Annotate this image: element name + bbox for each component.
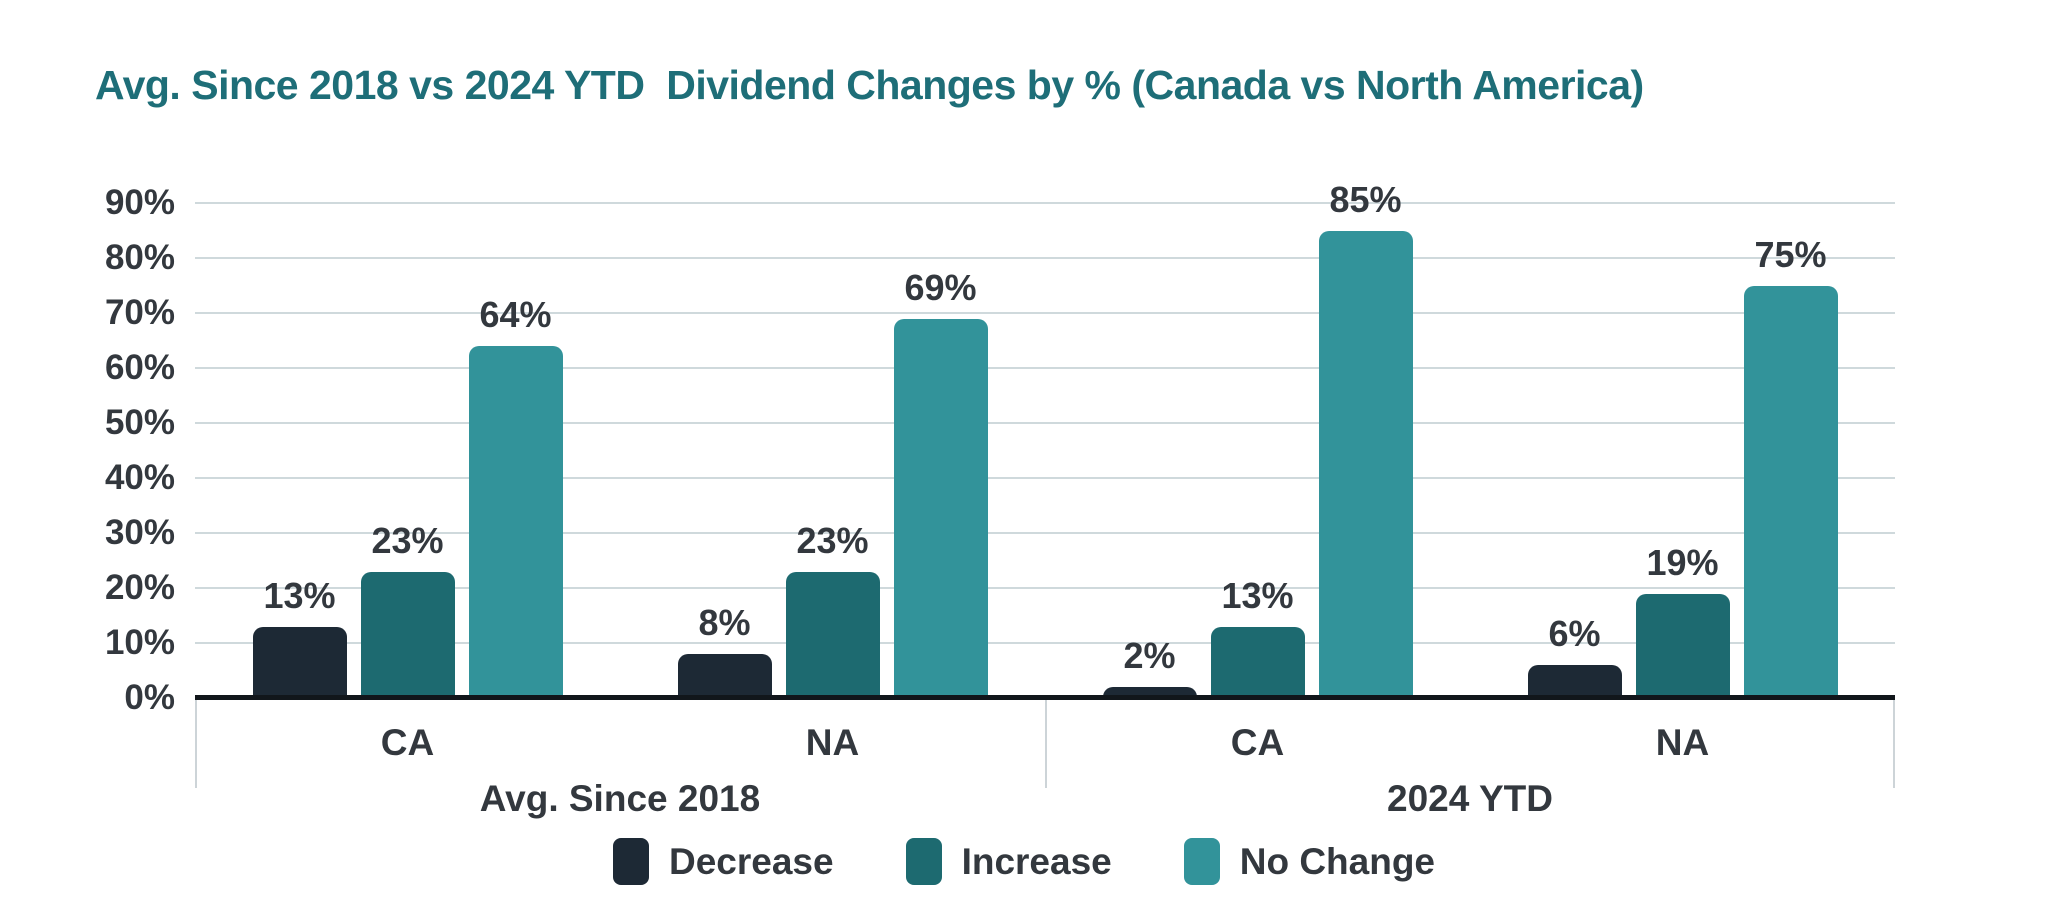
y-tick-label-80: 80% <box>104 238 175 277</box>
category-label-avg-since-2018-na: NA <box>805 722 860 763</box>
bar-decrease-ca-avg-since-2018 <box>252 626 347 698</box>
bar-wrap: 64% <box>468 203 563 698</box>
bar-value-label: 64% <box>479 294 552 335</box>
plot-area: 13% 23% 64% 8% 23% 69% 2% 13% 85% 6% 19% 75% <box>195 179 1895 700</box>
gridline-40 <box>195 477 1895 479</box>
axis-separator-2 <box>1893 700 1895 788</box>
group-axis: Avg. Since 2018 2024 YTD <box>195 778 1895 820</box>
y-tick-label-50: 50% <box>104 403 175 442</box>
axis-separator-1 <box>1045 700 1047 788</box>
bar-no-change-ca-2024-ytd <box>1318 230 1413 698</box>
legend-label-no-change: No Change <box>1239 840 1436 882</box>
gridline-60 <box>195 367 1895 369</box>
bar-value-label: 8% <box>698 602 751 643</box>
bar-decrease-ca-2024-ytd <box>1102 687 1197 698</box>
gridline-10 <box>195 642 1895 644</box>
cluster-2024-ytd-na: 6% 19% 75% <box>1470 203 1895 698</box>
y-tick-label-60: 60% <box>104 348 175 387</box>
y-tick-label-10: 10% <box>104 623 175 662</box>
y-tick-label-40: 40% <box>104 458 175 497</box>
y-tick-label-70: 70% <box>104 293 175 332</box>
bar-increase-na-avg-since-2018 <box>785 571 880 698</box>
bar-value-label: 6% <box>1548 613 1601 655</box>
bar-wrap: 23% <box>785 203 880 698</box>
gridline-50 <box>195 422 1895 424</box>
cluster-2024-ytd-ca: 2% 13% 85% <box>1045 179 1470 698</box>
gridline-30 <box>195 532 1895 534</box>
legend-swatch-no-change <box>1183 838 1220 885</box>
bar-group-2024-ytd: 2% 13% 85% 6% 19% 75% <box>1045 179 1895 698</box>
bar-wrap: 23% <box>360 203 455 698</box>
category-axis: CA NA CA NA <box>195 722 1895 764</box>
category-label-2024-ytd-na: NA <box>1655 722 1710 763</box>
y-tick-label-20: 20% <box>104 568 175 607</box>
legend: Decrease Increase No Change <box>0 838 2048 885</box>
legend-label-decrease: Decrease <box>668 840 834 882</box>
bar-no-change-na-avg-since-2018 <box>893 318 988 698</box>
x-axis-baseline <box>195 695 1895 700</box>
legend-item-increase: Increase <box>905 838 1112 885</box>
bar-value-label: 23% <box>796 519 869 561</box>
bar-value-label: 23% <box>371 519 444 561</box>
legend-swatch-decrease <box>612 838 649 885</box>
legend-swatch-increase <box>905 838 942 885</box>
bar-wrap: 13% <box>1210 203 1305 698</box>
bar-value-label: 2% <box>1123 635 1176 676</box>
axis-separator-0 <box>195 700 197 788</box>
legend-label-increase: Increase <box>961 840 1112 882</box>
bar-value-label: 19% <box>1646 541 1719 583</box>
y-tick-label-0: 0% <box>124 678 175 717</box>
bar-wrap: 13% <box>252 203 347 698</box>
bar-decrease-na-2024-ytd <box>1527 665 1622 698</box>
bars-layer: 13% 23% 64% 8% 23% 69% 2% 13% 85% 6% 19% 75% <box>195 179 1895 698</box>
category-group-2024-ytd: CA NA <box>1045 722 1895 764</box>
bar-value-label: 85% <box>1329 178 1402 220</box>
y-tick-label-30: 30% <box>104 513 175 552</box>
bar-wrap: 75% <box>1743 203 1838 698</box>
legend-item-no-change: No Change <box>1183 838 1436 885</box>
category-label-2024-ytd-ca: CA <box>1230 722 1285 763</box>
bar-wrap: 85% <box>1318 179 1413 698</box>
bar-value-label: 13% <box>1221 574 1294 616</box>
bar-increase-ca-2024-ytd <box>1210 626 1305 698</box>
y-axis: 0% 10% 20% 30% 40% 50% 60% 70% 80% 90% <box>40 183 175 717</box>
bar-wrap: 19% <box>1635 203 1730 698</box>
bar-group-avg-since-2018: 13% 23% 64% 8% 23% 69% <box>195 203 1045 698</box>
cluster-avg-since-2018-na: 8% 23% 69% <box>620 203 1045 698</box>
chart-title: Avg. Since 2018 vs 2024 YTD Dividend Cha… <box>95 62 1644 108</box>
bar-increase-ca-avg-since-2018 <box>360 571 455 698</box>
bar-wrap: 6% <box>1527 203 1622 698</box>
bar-value-label: 13% <box>263 574 336 616</box>
group-label-2024-ytd: 2024 YTD <box>1387 778 1553 819</box>
bar-wrap: 69% <box>893 203 988 698</box>
y-tick-label-90: 90% <box>104 183 175 222</box>
gridline-90 <box>195 202 1895 204</box>
bar-increase-na-2024-ytd <box>1635 593 1730 698</box>
category-label-avg-since-2018-ca: CA <box>380 722 435 763</box>
bar-wrap: 8% <box>677 203 772 698</box>
legend-item-decrease: Decrease <box>612 838 834 885</box>
bar-no-change-na-2024-ytd <box>1743 285 1838 698</box>
category-group-avg-since-2018: CA NA <box>195 722 1045 764</box>
group-label-avg-since-2018: Avg. Since 2018 <box>479 778 761 819</box>
gridline-70 <box>195 312 1895 314</box>
bar-wrap: 2% <box>1102 203 1197 698</box>
bar-decrease-na-avg-since-2018 <box>677 654 772 698</box>
gridline-20 <box>195 587 1895 589</box>
bar-no-change-ca-avg-since-2018 <box>468 346 563 698</box>
cluster-avg-since-2018-ca: 13% 23% 64% <box>195 203 620 698</box>
bar-value-label: 75% <box>1754 233 1827 275</box>
bar-value-label: 69% <box>904 266 977 308</box>
gridline-80 <box>195 257 1895 259</box>
